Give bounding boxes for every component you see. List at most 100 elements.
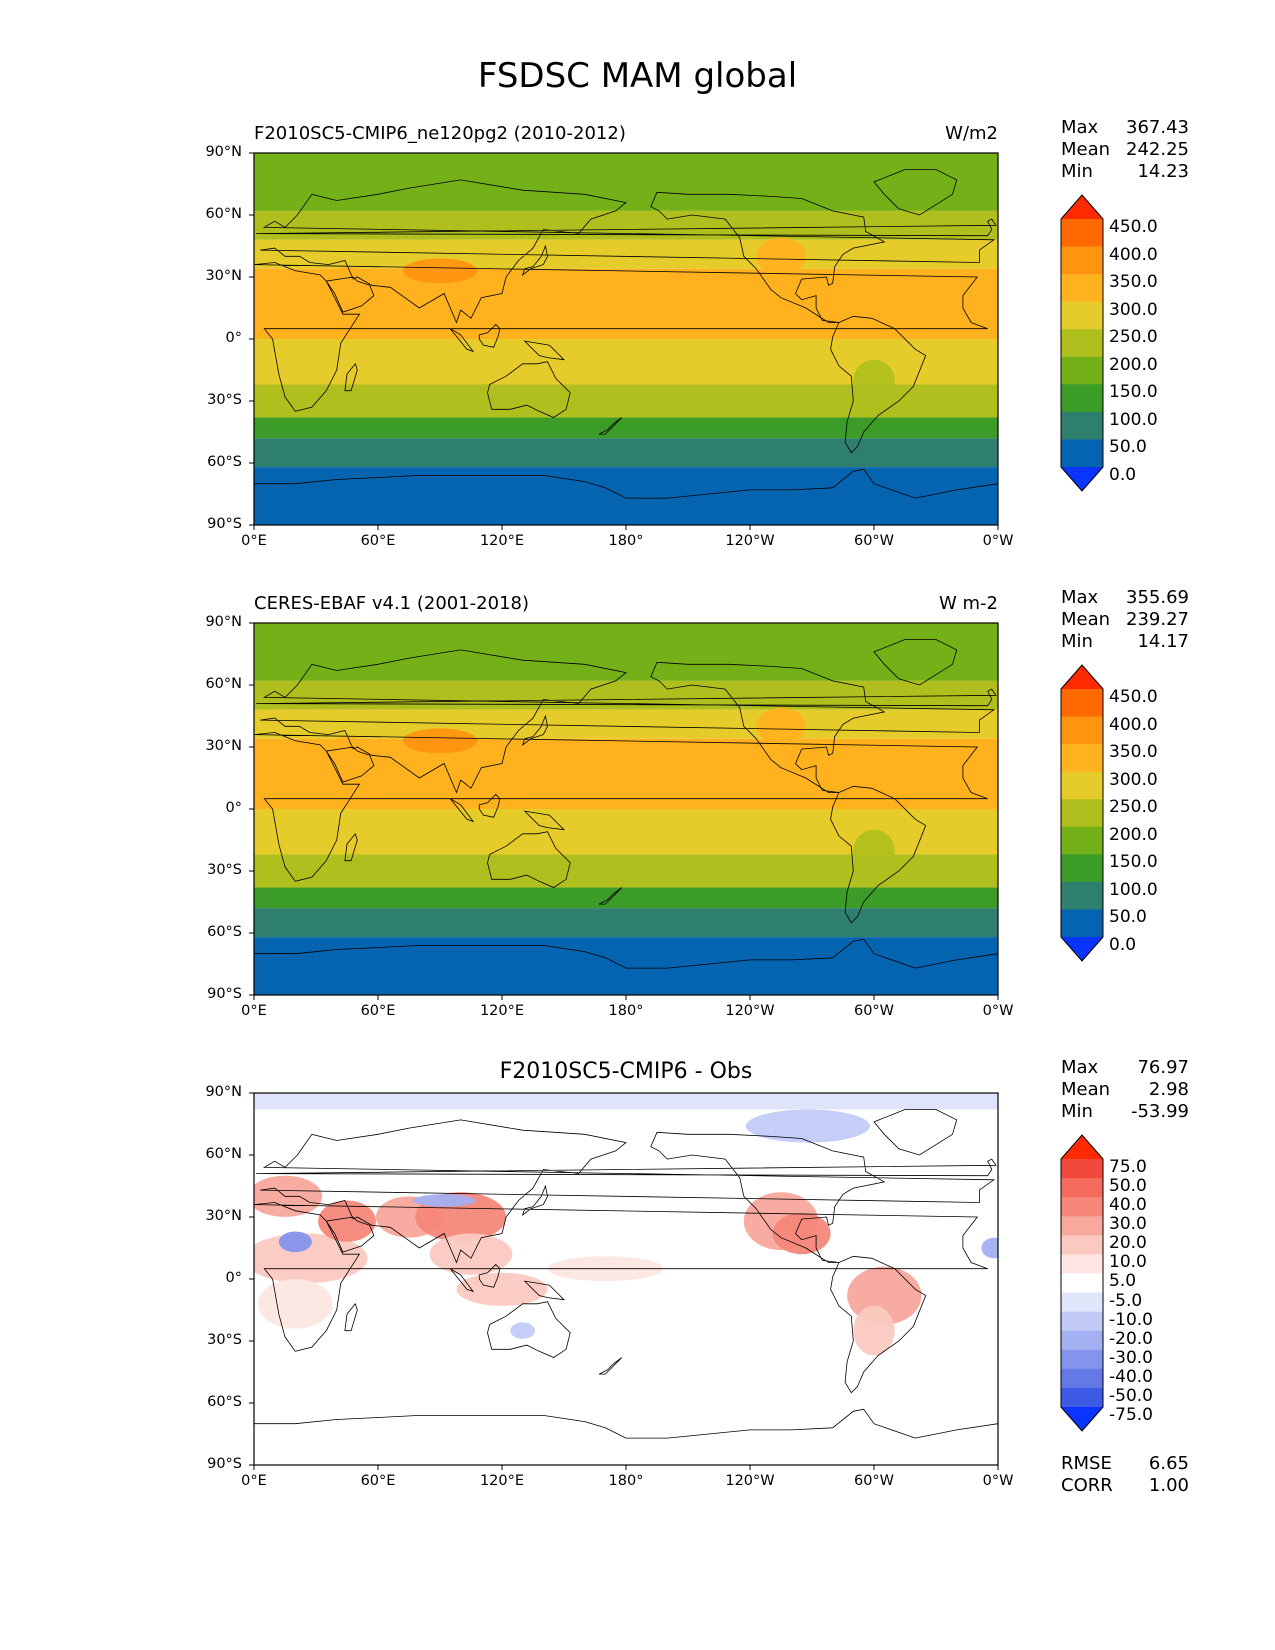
lon-tick-label: 60°W: [853, 1003, 895, 1019]
colorbar: [1060, 1134, 1104, 1432]
stat-label: Max: [1061, 587, 1099, 608]
map-field: [254, 153, 998, 525]
lat-tick-label: 90°N: [205, 144, 242, 160]
stat-value: 14.17: [1137, 631, 1189, 652]
lat-tick-label: 0°: [225, 800, 242, 816]
colorbar-label: 250.0: [1109, 797, 1158, 818]
lat-tick-label: 0°: [225, 1270, 242, 1286]
lon-tick-label: 60°E: [360, 533, 396, 549]
lat-tick-label: 30°N: [205, 1208, 242, 1224]
colorbar-segment: [1061, 1330, 1103, 1351]
field-anomaly: [318, 1200, 376, 1242]
colorbar-label: 50.0: [1109, 907, 1147, 928]
lon-tick-label: 60°W: [853, 1473, 895, 1489]
lat-tick-label: 30°N: [205, 738, 242, 754]
colorbar-label: 0.0: [1109, 465, 1137, 485]
lat-tick-label: 60°S: [207, 454, 242, 470]
stat-row-mean: Mean 239.27: [1061, 609, 1189, 631]
lat-tick-label: 0°: [225, 330, 242, 346]
panel-left-title: F2010SC5-CMIP6_ne120pg2 (2010-2012): [254, 123, 626, 144]
field-anomaly: [981, 1237, 998, 1259]
field-anomaly: [756, 237, 806, 275]
colorbar-extend-min: [1061, 937, 1103, 961]
lon-tick-label: 0°W: [982, 1473, 1014, 1489]
lon-tick-label: 180°: [608, 1003, 644, 1019]
colorbar-label: 30.0: [1109, 1214, 1147, 1235]
colorbar-extend-max: [1061, 1135, 1103, 1159]
colorbar-segment: [1061, 356, 1103, 385]
colorbar-segment: [1061, 1159, 1103, 1179]
lat-tick-label: 90°S: [207, 986, 242, 1002]
colorbar-label: 40.0: [1109, 1195, 1147, 1216]
colorbar-segment: [1061, 1349, 1103, 1370]
lat-tick-label: 90°N: [205, 614, 242, 630]
lon-tick-label: 180°: [608, 533, 644, 549]
field-band: [254, 417, 998, 439]
field-anomaly: [853, 359, 895, 402]
map-panel-1: [249, 152, 1104, 530]
lon-tick-label: 0°E: [241, 1003, 267, 1019]
colorbar: [1060, 664, 1104, 962]
colorbar-extend-max: [1061, 665, 1103, 689]
lat-tick-label: 30°S: [207, 1332, 242, 1348]
colorbar-label: 75.0: [1109, 1157, 1147, 1177]
panel-units: W m-2: [938, 593, 998, 614]
field-band: [254, 709, 998, 739]
lon-tick-label: 0°W: [982, 533, 1014, 549]
lat-tick-label: 30°S: [207, 392, 242, 408]
field-anomaly: [745, 1109, 870, 1143]
stat-row-mean: Mean 242.25: [1061, 139, 1189, 161]
colorbar-extend-min: [1061, 1407, 1103, 1431]
stat-label: Max: [1061, 1057, 1099, 1078]
colorbar-segment: [1061, 1197, 1103, 1217]
colorbar-outline: [1060, 1134, 1104, 1432]
colorbar-segment: [1061, 1292, 1103, 1313]
stat-value: 239.27: [1126, 609, 1189, 630]
field-anomaly: [413, 1194, 476, 1207]
colorbar-segment: [1061, 881, 1103, 910]
stat-value: -53.99: [1130, 1101, 1189, 1122]
field-band: [254, 268, 998, 339]
lat-tick-label: 60°N: [205, 1146, 242, 1162]
colorbar-segment: [1061, 689, 1103, 718]
colorbar-segment: [1061, 744, 1103, 773]
colorbar-segment: [1061, 219, 1103, 248]
field-band: [254, 438, 998, 468]
lat-tick-label: 60°S: [207, 924, 242, 940]
coastline: [254, 169, 997, 454]
footer-stat-corr: CORR 1.00: [1061, 1475, 1189, 1497]
coastline: [254, 1109, 997, 1394]
lon-tick-label: 60°E: [360, 1003, 396, 1019]
colorbar-segment: [1061, 411, 1103, 440]
colorbar-label: -20.0: [1109, 1328, 1153, 1349]
lon-tick-label: 120°E: [479, 1473, 525, 1489]
colorbar-label: 300.0: [1109, 299, 1158, 320]
colorbar-label: 20.0: [1109, 1233, 1147, 1254]
colorbar-segment: [1061, 826, 1103, 855]
colorbar-label: 400.0: [1109, 714, 1158, 735]
lat-tick-label: 30°S: [207, 862, 242, 878]
colorbar-label: 350.0: [1109, 742, 1158, 763]
stat-row-max: Max 367.43: [1061, 117, 1189, 139]
colorbar-label: 450.0: [1109, 217, 1158, 237]
colorbar-label: 300.0: [1109, 769, 1158, 790]
colorbar-segment: [1061, 246, 1103, 275]
panel-units: W/m2: [945, 123, 998, 144]
map-field: [254, 623, 998, 995]
colorbar-label: 100.0: [1109, 409, 1158, 430]
colorbar-outline: [1060, 194, 1104, 492]
lat-tick-label: 60°N: [205, 676, 242, 692]
field-band: [254, 738, 998, 809]
field-anomaly: [510, 1322, 536, 1339]
stat-label: Max: [1061, 117, 1099, 138]
lon-tick-label: 60°W: [853, 533, 895, 549]
field-anomaly: [853, 1305, 895, 1356]
colorbar-label: 100.0: [1109, 879, 1158, 900]
colorbar-label: 350.0: [1109, 272, 1158, 293]
colorbar-label: -30.0: [1109, 1347, 1153, 1368]
stat-row-min: Min -53.99: [1061, 1101, 1189, 1123]
stat-value: 367.43: [1126, 117, 1189, 138]
panel-left-title: CERES-EBAF v4.1 (2001-2018): [254, 593, 530, 614]
lon-tick-label: 120°W: [725, 533, 775, 549]
map-field: [254, 1093, 998, 1465]
